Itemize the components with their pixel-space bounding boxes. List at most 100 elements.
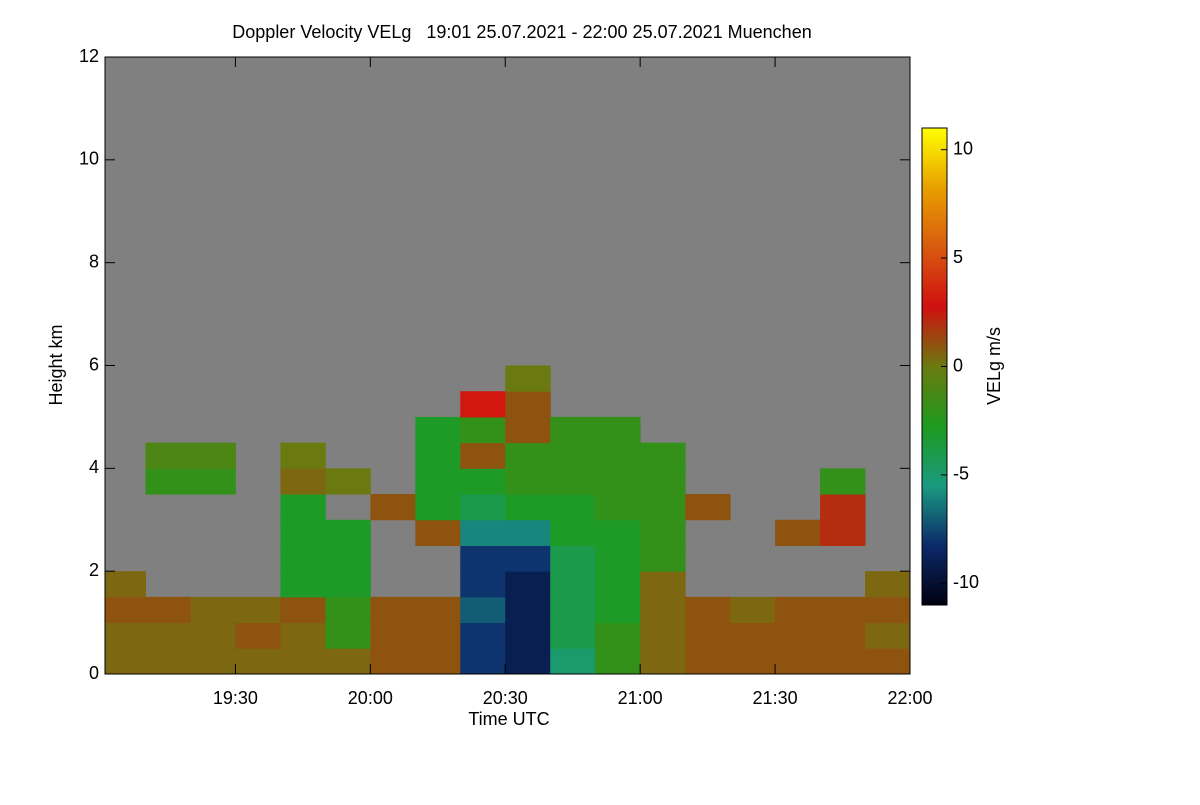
heatmap-cell: [595, 622, 641, 649]
heatmap-cell: [460, 494, 506, 521]
heatmap-cell: [415, 596, 461, 624]
heatmap-cell: [325, 648, 371, 675]
heatmap-cell: [415, 519, 461, 546]
colorbar-tick-label: 10: [953, 138, 973, 158]
heatmap-cell: [460, 545, 506, 572]
x-tick-label: 20:30: [483, 688, 528, 708]
heatmap-cell: [280, 494, 326, 521]
heatmap-cell: [460, 596, 506, 624]
heatmap-cell: [105, 648, 146, 675]
colorbar-tick-label: -5: [953, 464, 969, 484]
heatmap-cell: [370, 494, 416, 521]
heatmap-cell: [505, 622, 551, 649]
heatmap-cell: [145, 622, 191, 649]
heatmap-cell: [550, 596, 596, 624]
heatmap-cell: [820, 494, 866, 521]
heatmap-cell: [595, 545, 641, 572]
heatmap-cell: [640, 468, 686, 495]
heatmap-cell: [640, 622, 686, 649]
heatmap-cell: [325, 519, 371, 546]
chart-title: Doppler Velocity VELg 19:01 25.07.2021 -…: [232, 22, 811, 42]
heatmap-cell: [505, 596, 551, 624]
heatmap-cell: [505, 416, 551, 444]
heatmap-cell: [775, 648, 821, 675]
heatmap-cell: [640, 519, 686, 546]
heatmap-cell: [280, 442, 326, 469]
heatmap-cell: [145, 468, 191, 495]
heatmap-cell: [235, 622, 281, 649]
heatmap-cell: [105, 571, 146, 598]
heatmap-cell: [460, 571, 506, 598]
heatmap-cell: [325, 545, 371, 572]
colorbar-tick-label: 5: [953, 247, 963, 267]
heatmap-cell: [235, 596, 281, 624]
heatmap-cell: [415, 442, 461, 469]
heatmap-cell: [370, 648, 416, 675]
heatmap-cell: [820, 596, 866, 624]
heatmap-cell: [460, 468, 506, 495]
heatmap-cell: [865, 622, 911, 649]
heatmap-cell: [550, 416, 596, 444]
heatmap-cell: [820, 648, 866, 675]
heatmap-cell: [730, 648, 776, 675]
heatmap-cell: [595, 442, 641, 469]
heatmap-cell: [505, 468, 551, 495]
heatmap-cell: [595, 571, 641, 598]
heatmap-cell: [640, 494, 686, 521]
heatmap-cell: [685, 622, 731, 649]
heatmap-cell: [775, 519, 821, 546]
heatmap-cell: [190, 622, 236, 649]
heatmap-cell: [280, 571, 326, 598]
heatmap-cell: [415, 416, 461, 444]
heatmap-cell: [595, 468, 641, 495]
heatmap-cell: [145, 442, 191, 469]
heatmap-cell: [415, 648, 461, 675]
colorbar-tick-label: 0: [953, 355, 963, 375]
y-tick-label: 2: [89, 560, 99, 580]
heatmap-cell: [505, 442, 551, 469]
heatmap-cell: [685, 648, 731, 675]
heatmap-cell: [505, 648, 551, 675]
heatmap-cell: [415, 468, 461, 495]
x-tick-label: 21:30: [753, 688, 798, 708]
heatmap-cell: [460, 648, 506, 675]
heatmap-cell: [280, 519, 326, 546]
x-tick-label: 21:00: [618, 688, 663, 708]
y-tick-label: 6: [89, 354, 99, 374]
heatmap-cell: [460, 391, 506, 418]
y-tick-label: 4: [89, 457, 99, 477]
heatmap-cell: [105, 622, 146, 649]
heatmap-cell: [865, 648, 911, 675]
heatmap-cell: [505, 391, 551, 418]
y-tick-label: 10: [79, 149, 99, 169]
heatmap-cell: [640, 648, 686, 675]
heatmap-cell: [820, 519, 866, 546]
heatmap-cell: [595, 596, 641, 624]
heatmap-cell: [505, 571, 551, 598]
heatmap-cell: [550, 571, 596, 598]
heatmap-cell: [685, 596, 731, 624]
heatmap-cell: [550, 648, 596, 675]
heatmap-cell: [775, 622, 821, 649]
y-tick-label: 0: [89, 663, 99, 683]
heatmap-cell: [640, 571, 686, 598]
heatmap-cell: [280, 545, 326, 572]
heatmap-cell: [550, 519, 596, 546]
heatmap-cell: [190, 468, 236, 495]
heatmap-cell: [640, 442, 686, 469]
heatmap-cell: [550, 442, 596, 469]
heatmap-cell: [595, 494, 641, 521]
heatmap-cell: [415, 622, 461, 649]
heatmap-cell: [370, 596, 416, 624]
heatmap-cell: [505, 519, 551, 546]
y-tick-label: 12: [79, 46, 99, 66]
heatmap-cell: [105, 596, 146, 624]
heatmap-cell: [280, 596, 326, 624]
heatmap-cell: [550, 494, 596, 521]
heatmap-cell: [595, 519, 641, 546]
heatmap-cell: [190, 648, 236, 675]
heatmap-cell: [550, 545, 596, 572]
heatmap-cell: [145, 596, 191, 624]
x-tick-label: 19:30: [213, 688, 258, 708]
